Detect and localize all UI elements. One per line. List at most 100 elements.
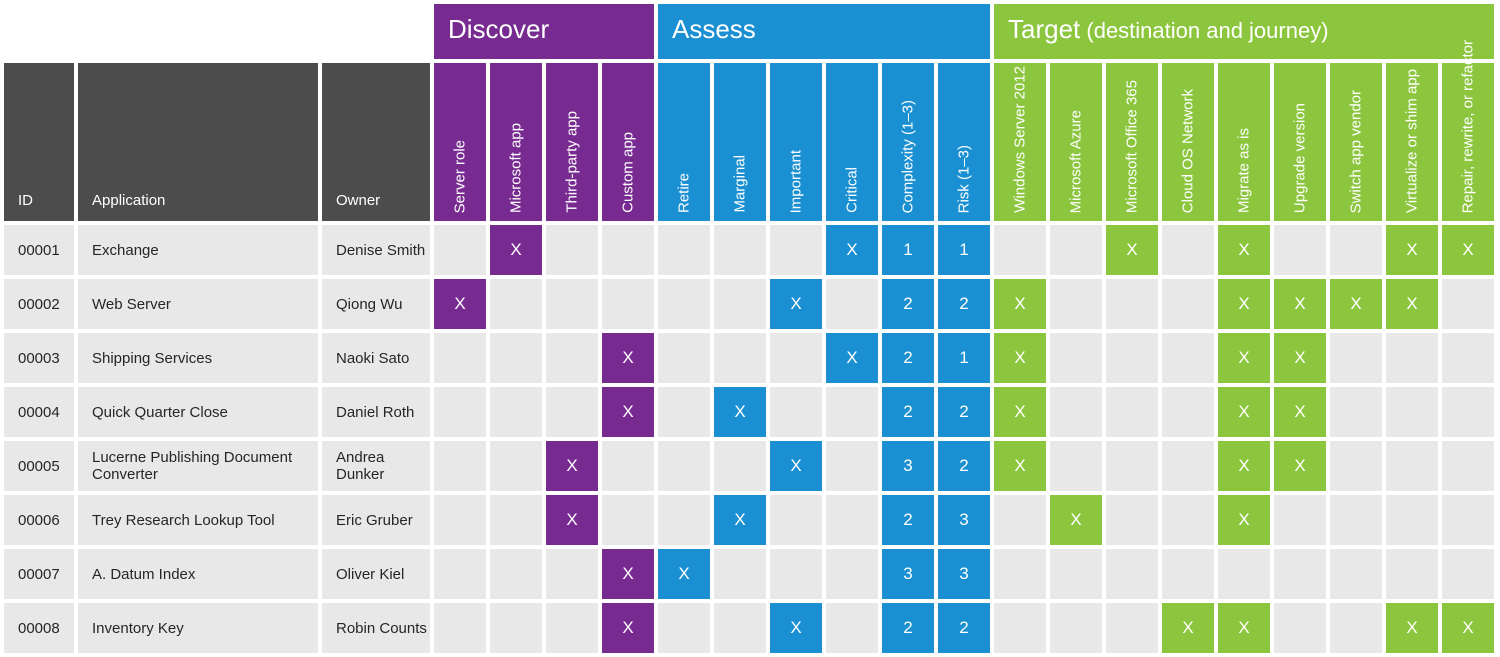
cell-id: 00004 (4, 387, 74, 437)
cell-id: 00005 (4, 441, 74, 491)
cell-complexity: 3 (882, 549, 934, 599)
cell-custom_app: X (602, 333, 654, 383)
cell-critical (826, 495, 878, 545)
cell-application: Exchange (78, 225, 318, 275)
cell-id: 00008 (4, 603, 74, 653)
colhead-risk: Risk (1–3) (938, 63, 990, 221)
cell-retire (658, 441, 710, 491)
cell-upgrade: X (1274, 387, 1326, 437)
cell-cloudos (1162, 441, 1214, 491)
cell-o365 (1106, 279, 1158, 329)
cell-risk: 2 (938, 441, 990, 491)
cell-ms_app (490, 333, 542, 383)
cell-switch (1330, 441, 1382, 491)
cell-o365 (1106, 387, 1158, 437)
cell-risk: 1 (938, 333, 990, 383)
cell-ms_app (490, 441, 542, 491)
table-row: 00001ExchangeDenise SmithXX11XXXX (4, 225, 1494, 275)
colhead-cloudos: Cloud OS Network (1162, 63, 1214, 221)
cell-switch (1330, 603, 1382, 653)
cell-critical (826, 441, 878, 491)
colhead-app: Application (78, 63, 318, 221)
colhead-azure: Microsoft Azure (1050, 63, 1102, 221)
cell-complexity: 2 (882, 279, 934, 329)
cell-server_role (434, 333, 486, 383)
cell-id: 00003 (4, 333, 74, 383)
colhead-owner: Owner (322, 63, 430, 221)
cell-id: 00002 (4, 279, 74, 329)
cell-custom_app: X (602, 387, 654, 437)
cell-migrate: X (1218, 495, 1270, 545)
cell-switch (1330, 387, 1382, 437)
cell-repair (1442, 333, 1494, 383)
cell-ws2012: X (994, 441, 1046, 491)
cell-migrate: X (1218, 333, 1270, 383)
table-row: 00004Quick Quarter CloseDaniel RothXX22X… (4, 387, 1494, 437)
cell-server_role (434, 603, 486, 653)
cell-important (770, 225, 822, 275)
cell-retire (658, 495, 710, 545)
cell-cloudos (1162, 225, 1214, 275)
cell-o365 (1106, 603, 1158, 653)
cell-complexity: 1 (882, 225, 934, 275)
section-header-discover: Discover (434, 4, 654, 59)
table-row: 00005Lucerne Publishing Document Convert… (4, 441, 1494, 491)
cell-critical (826, 603, 878, 653)
cell-critical (826, 549, 878, 599)
cell-risk: 1 (938, 225, 990, 275)
cell-ms_app (490, 603, 542, 653)
cell-third_party: X (546, 495, 598, 545)
cell-owner: Naoki Sato (322, 333, 430, 383)
cell-repair (1442, 549, 1494, 599)
cell-third_party (546, 279, 598, 329)
cell-migrate: X (1218, 603, 1270, 653)
cell-cloudos (1162, 333, 1214, 383)
cell-upgrade: X (1274, 279, 1326, 329)
cell-risk: 2 (938, 387, 990, 437)
cell-important: X (770, 279, 822, 329)
cell-repair (1442, 279, 1494, 329)
cell-complexity: 2 (882, 603, 934, 653)
cell-repair: X (1442, 603, 1494, 653)
cell-ws2012 (994, 603, 1046, 653)
cell-critical (826, 387, 878, 437)
cell-ws2012 (994, 225, 1046, 275)
cell-ms_app: X (490, 225, 542, 275)
cell-third_party (546, 387, 598, 437)
colhead-upgrade: Upgrade version (1274, 63, 1326, 221)
cell-marginal (714, 225, 766, 275)
colhead-ms_app: Microsoft app (490, 63, 542, 221)
cell-application: Quick Quarter Close (78, 387, 318, 437)
cell-marginal (714, 603, 766, 653)
cell-retire (658, 279, 710, 329)
cell-important (770, 387, 822, 437)
cell-complexity: 2 (882, 333, 934, 383)
cell-application: A. Datum Index (78, 549, 318, 599)
cell-complexity: 2 (882, 495, 934, 545)
colhead-critical: Critical (826, 63, 878, 221)
cell-marginal: X (714, 387, 766, 437)
cell-server_role (434, 495, 486, 545)
cell-server_role (434, 225, 486, 275)
cell-cloudos (1162, 387, 1214, 437)
cell-custom_app (602, 279, 654, 329)
cell-azure (1050, 387, 1102, 437)
cell-application: Inventory Key (78, 603, 318, 653)
colhead-ws2012: Windows Server 2012 (994, 63, 1046, 221)
cell-application: Web Server (78, 279, 318, 329)
cell-upgrade: X (1274, 333, 1326, 383)
section-header-assess: Assess (658, 4, 990, 59)
cell-switch (1330, 549, 1382, 599)
table-row: 00007A. Datum IndexOliver KielXX33 (4, 549, 1494, 599)
cell-custom_app (602, 495, 654, 545)
cell-id: 00007 (4, 549, 74, 599)
cell-azure: X (1050, 495, 1102, 545)
cell-important (770, 549, 822, 599)
cell-important (770, 495, 822, 545)
cell-custom_app: X (602, 603, 654, 653)
cell-o365: X (1106, 225, 1158, 275)
cell-migrate: X (1218, 387, 1270, 437)
migration-matrix-table: DiscoverAssessTarget (destination and jo… (0, 0, 1498, 657)
colhead-custom_app: Custom app (602, 63, 654, 221)
cell-custom_app (602, 441, 654, 491)
